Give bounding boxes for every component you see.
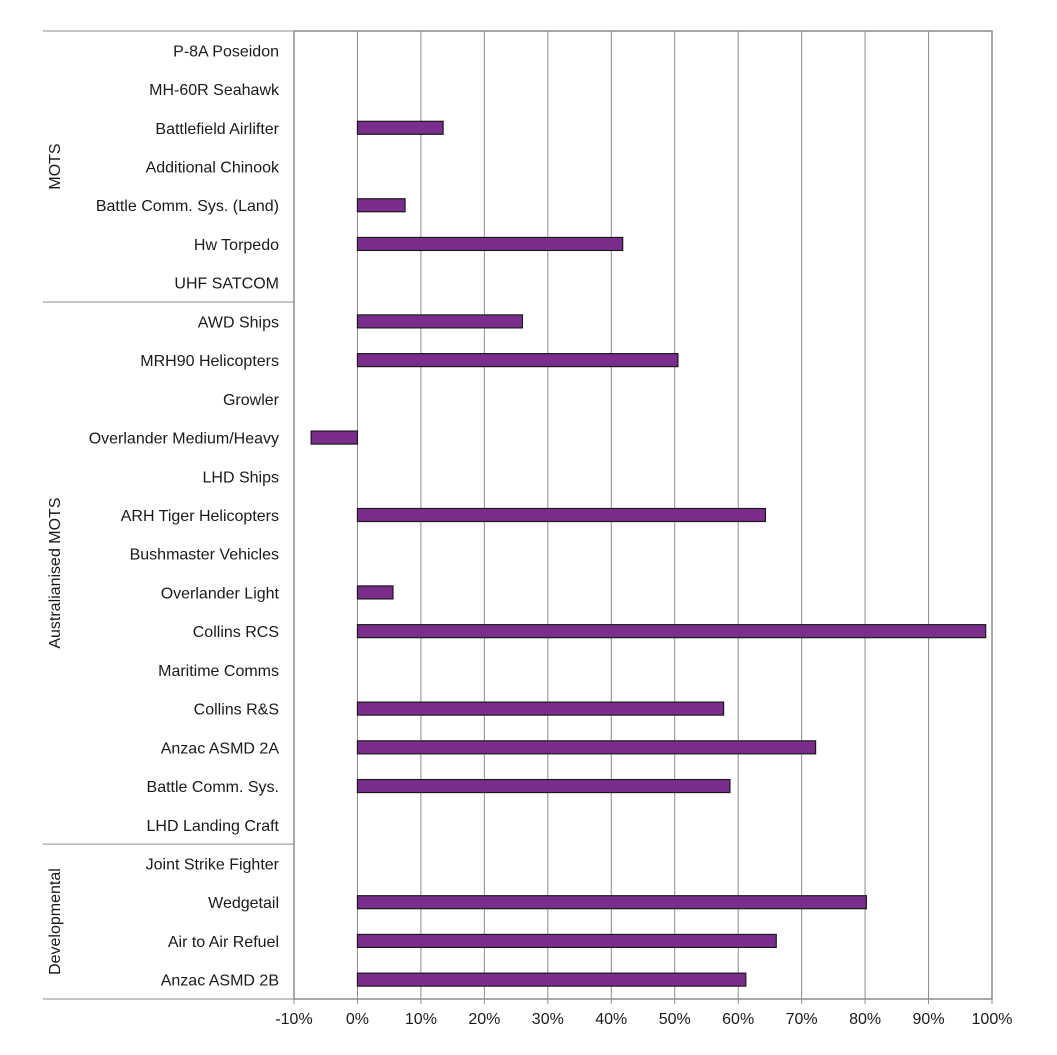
category-label: Battle Comm. Sys. (Land) [96, 198, 279, 215]
bar [356, 701, 725, 716]
category-label: Air to Air Refuel [168, 934, 279, 951]
category-label: Collins RCS [193, 624, 279, 641]
x-tick-label: 40% [595, 1011, 627, 1028]
plot-frame [293, 30, 993, 1000]
category-label: Overlander Light [161, 585, 280, 602]
x-tick-label: 70% [786, 1011, 818, 1028]
category-label: Anzac ASMD 2B [161, 973, 279, 990]
bar [356, 507, 767, 523]
bar [356, 895, 867, 910]
x-tick-label: -10% [275, 1011, 312, 1028]
x-tick-label: 0% [346, 1011, 369, 1028]
category-label: Additional Chinook [146, 160, 280, 177]
category-label: UHF SATCOM [174, 276, 279, 293]
category-label: Overlander Medium/Heavy [89, 431, 279, 448]
category-label: Maritime Comms [158, 663, 279, 680]
category-label: Joint Strike Fighter [146, 856, 280, 873]
bar [356, 933, 777, 949]
x-tick-label: 60% [722, 1011, 754, 1028]
category-label: Bushmaster Vehicles [130, 547, 279, 564]
category-label: LHD Landing Craft [146, 818, 279, 835]
category-label: Wedgetail [208, 895, 279, 912]
bar [356, 740, 817, 755]
category-label: Anzac ASMD 2A [161, 740, 280, 757]
category-label: Battlefield Airlifter [155, 121, 279, 138]
category-label: Growler [223, 392, 280, 409]
bar [356, 120, 444, 135]
bar [356, 353, 679, 368]
category-label: MRH90 Helicopters [140, 353, 279, 370]
category-label: Hw Torpedo [194, 237, 279, 254]
category-label: Collins R&S [194, 702, 279, 719]
x-tick-label: 50% [659, 1011, 691, 1028]
x-tick-label: 30% [532, 1011, 564, 1028]
bar [356, 314, 524, 329]
category-label: LHD Ships [203, 469, 279, 486]
group-label: MOTS [47, 143, 64, 189]
bar [356, 624, 987, 639]
x-tick-label: 80% [849, 1011, 881, 1028]
bar [356, 198, 406, 213]
category-label: ARH Tiger Helicopters [121, 508, 279, 525]
category-label: Battle Comm. Sys. [147, 779, 279, 796]
x-tick-label: 100% [972, 1011, 1013, 1028]
x-tick-label: 90% [913, 1011, 945, 1028]
category-label: AWD Ships [198, 314, 279, 331]
category-label: P-8A Poseidon [173, 43, 279, 60]
bar [356, 236, 624, 252]
x-tick-label: 10% [405, 1011, 437, 1028]
bar [356, 972, 747, 987]
group-label: Developmental [47, 868, 64, 975]
x-tick-label: 20% [468, 1011, 500, 1028]
group-label: Australianised MOTS [47, 497, 64, 648]
bar [356, 778, 731, 794]
category-label: MH-60R Seahawk [149, 82, 280, 99]
bar [356, 585, 394, 600]
bar [310, 430, 359, 445]
